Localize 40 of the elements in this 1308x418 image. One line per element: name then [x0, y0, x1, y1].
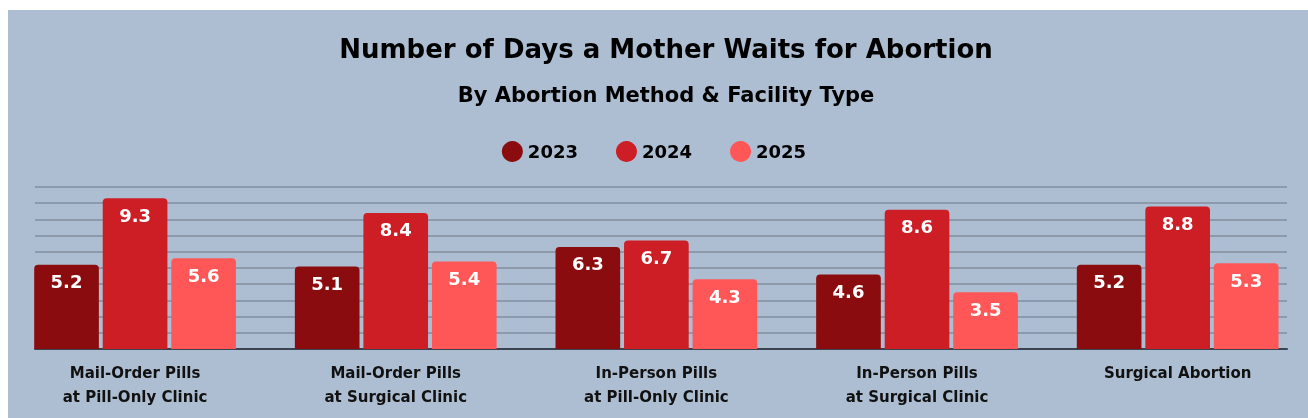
- data-label: 6.7: [640, 246, 673, 268]
- data-label: 5.4: [448, 268, 481, 290]
- data-label: 4.3: [708, 285, 741, 307]
- legend-label: 2025: [756, 141, 807, 162]
- bar: [1145, 206, 1211, 349]
- data-label: 5.6: [187, 264, 220, 286]
- data-label: 3.5: [969, 298, 1002, 320]
- bar: [884, 209, 950, 349]
- bar: [953, 292, 1018, 349]
- bar: [555, 246, 621, 349]
- x-tick-label: In-Person Pills at Surgical Clinic: [845, 364, 989, 406]
- x-tick-label: In-Person Pills at Pill-Only Clinic: [584, 364, 729, 406]
- bar: [1076, 264, 1142, 349]
- bar: [816, 274, 881, 349]
- data-label: 6.3: [571, 253, 604, 275]
- data-label: 5.1: [311, 272, 344, 294]
- data-label: 5.2: [50, 271, 83, 293]
- bar: [102, 198, 168, 349]
- data-label: 5.2: [1093, 271, 1126, 293]
- chart-title: Number of Days a Mother Waits for Abortion: [339, 34, 993, 64]
- data-label: 8.6: [901, 216, 933, 238]
- bar: [624, 240, 689, 349]
- x-tick-label: Mail-Order Pills at Surgical Clinic: [324, 364, 468, 406]
- data-label: 5.3: [1230, 269, 1263, 291]
- chart-subtitle: By Abortion Method & Facility Type: [457, 82, 875, 107]
- data-label: 4.6: [832, 280, 865, 302]
- bar: [1213, 263, 1279, 349]
- bar: [294, 266, 360, 349]
- legend-label: 2023: [527, 141, 578, 162]
- bar: [171, 258, 236, 349]
- data-label: 8.8: [1161, 212, 1194, 234]
- legend-label: 2024: [641, 141, 693, 162]
- data-label: 8.4: [379, 219, 412, 241]
- x-tick-label: Mail-Order Pills at Pill-Only Clinic: [62, 364, 208, 406]
- bar: [692, 279, 758, 349]
- data-label: 9.3: [119, 204, 152, 226]
- bar: [363, 212, 429, 349]
- bar: [431, 261, 497, 349]
- bar: [34, 264, 99, 349]
- x-tick-label: Surgical Abortion: [1103, 364, 1252, 382]
